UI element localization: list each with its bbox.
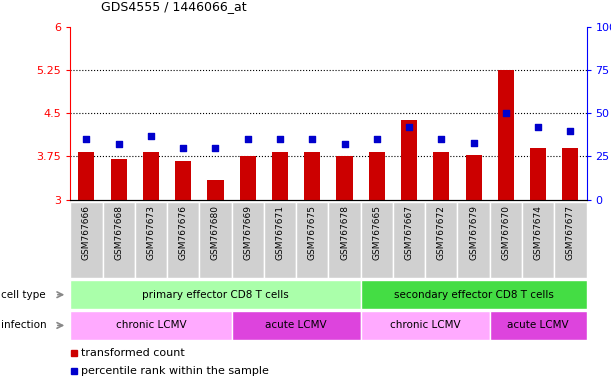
Point (469, 139, 478, 146)
Bar (425, 202, 458, 278)
Bar (103, 202, 135, 278)
Bar (207, 180, 224, 200)
Bar (498, 70, 514, 200)
Text: GSM767679: GSM767679 (469, 205, 478, 260)
Point (404, 124, 414, 130)
Bar (360, 202, 393, 278)
Text: percentile rank within the sample: percentile rank within the sample (81, 366, 269, 376)
Text: GSM767665: GSM767665 (372, 205, 381, 260)
Text: cell type: cell type (1, 290, 46, 300)
Text: infection: infection (1, 320, 47, 331)
Point (340, 141, 349, 147)
Text: secondary effector CD8 T cells: secondary effector CD8 T cells (393, 290, 554, 300)
Bar (329, 202, 360, 278)
Point (501, 110, 511, 116)
Bar (369, 152, 385, 200)
Bar (522, 202, 554, 278)
Text: GSM767669: GSM767669 (243, 205, 252, 260)
Text: GSM767677: GSM767677 (566, 205, 575, 260)
Bar (175, 161, 191, 200)
Text: primary effector CD8 T cells: primary effector CD8 T cells (142, 290, 289, 300)
Bar (135, 202, 167, 278)
Bar (337, 157, 353, 200)
Point (372, 136, 382, 142)
Point (178, 145, 188, 151)
Bar (360, 311, 490, 340)
Point (243, 136, 252, 142)
Bar (458, 202, 490, 278)
Bar (167, 202, 199, 278)
Text: GSM767670: GSM767670 (502, 205, 510, 260)
Bar (272, 152, 288, 200)
Bar (360, 280, 587, 309)
Text: acute LCMV: acute LCMV (507, 320, 569, 331)
Text: chronic LCMV: chronic LCMV (390, 320, 461, 331)
Text: GSM767673: GSM767673 (147, 205, 155, 260)
Text: GSM767671: GSM767671 (276, 205, 285, 260)
Text: GSM767667: GSM767667 (404, 205, 414, 260)
Bar (554, 202, 587, 278)
Bar (78, 152, 95, 200)
Point (211, 145, 221, 151)
Bar (240, 157, 256, 200)
Bar (296, 202, 329, 278)
Point (81, 136, 91, 142)
Bar (199, 202, 232, 278)
Bar (232, 202, 264, 278)
Bar (466, 155, 481, 200)
Bar (70, 202, 103, 278)
Bar (401, 120, 417, 200)
Point (566, 127, 576, 134)
Text: transformed count: transformed count (81, 348, 185, 358)
Text: GSM767680: GSM767680 (211, 205, 220, 260)
Bar (70, 280, 360, 309)
Bar (70, 311, 232, 340)
Text: GSM767666: GSM767666 (82, 205, 91, 260)
Bar (304, 152, 320, 200)
Bar (393, 202, 425, 278)
Bar (530, 148, 546, 200)
Bar (433, 152, 450, 200)
Bar (490, 311, 587, 340)
Bar (232, 311, 360, 340)
Bar (111, 159, 126, 200)
Bar (490, 202, 522, 278)
Bar (562, 148, 579, 200)
Text: GSM767676: GSM767676 (178, 205, 188, 260)
Text: GSM767672: GSM767672 (437, 205, 446, 260)
Point (436, 136, 446, 142)
Text: acute LCMV: acute LCMV (265, 320, 327, 331)
Bar (264, 202, 296, 278)
Point (114, 141, 123, 147)
Text: GSM767674: GSM767674 (533, 205, 543, 260)
Point (533, 124, 543, 130)
Text: GDS4555 / 1446066_at: GDS4555 / 1446066_at (101, 0, 246, 13)
Point (307, 136, 317, 142)
Bar (143, 152, 159, 200)
Point (275, 136, 285, 142)
Text: GSM767675: GSM767675 (308, 205, 316, 260)
Text: GSM767668: GSM767668 (114, 205, 123, 260)
Text: chronic LCMV: chronic LCMV (115, 320, 186, 331)
Text: GSM767678: GSM767678 (340, 205, 349, 260)
Point (146, 133, 156, 139)
